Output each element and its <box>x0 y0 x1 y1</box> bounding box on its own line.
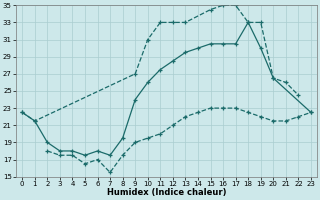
X-axis label: Humidex (Indice chaleur): Humidex (Indice chaleur) <box>107 188 226 197</box>
